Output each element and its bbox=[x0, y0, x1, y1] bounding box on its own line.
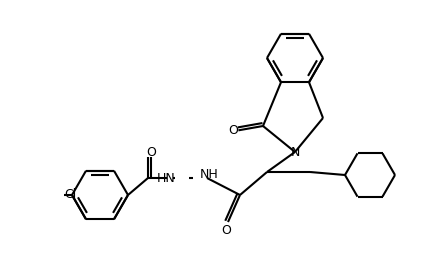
Text: Cl: Cl bbox=[64, 188, 76, 201]
Text: NH: NH bbox=[200, 167, 218, 181]
Text: O: O bbox=[146, 145, 156, 158]
Text: O: O bbox=[221, 224, 231, 237]
Text: HN: HN bbox=[157, 172, 176, 185]
Text: O: O bbox=[228, 124, 238, 137]
Text: N: N bbox=[290, 145, 300, 158]
